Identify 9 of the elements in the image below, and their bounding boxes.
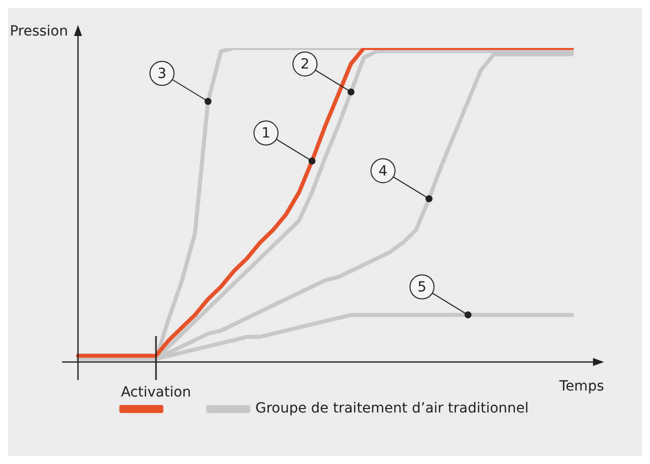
text: Activation [120,384,192,401]
y-axis-title: Pression [10,24,68,40]
x-axis-title: Temps [558,378,604,395]
legend-label: Groupe de traitement d’air traditionnel [255,400,529,417]
annotation: 4 [378,163,388,180]
annotation: 1 [262,126,270,142]
annotation: 5 [418,280,426,296]
annotation: 3 [158,66,166,82]
annotation: 2 [300,56,310,73]
